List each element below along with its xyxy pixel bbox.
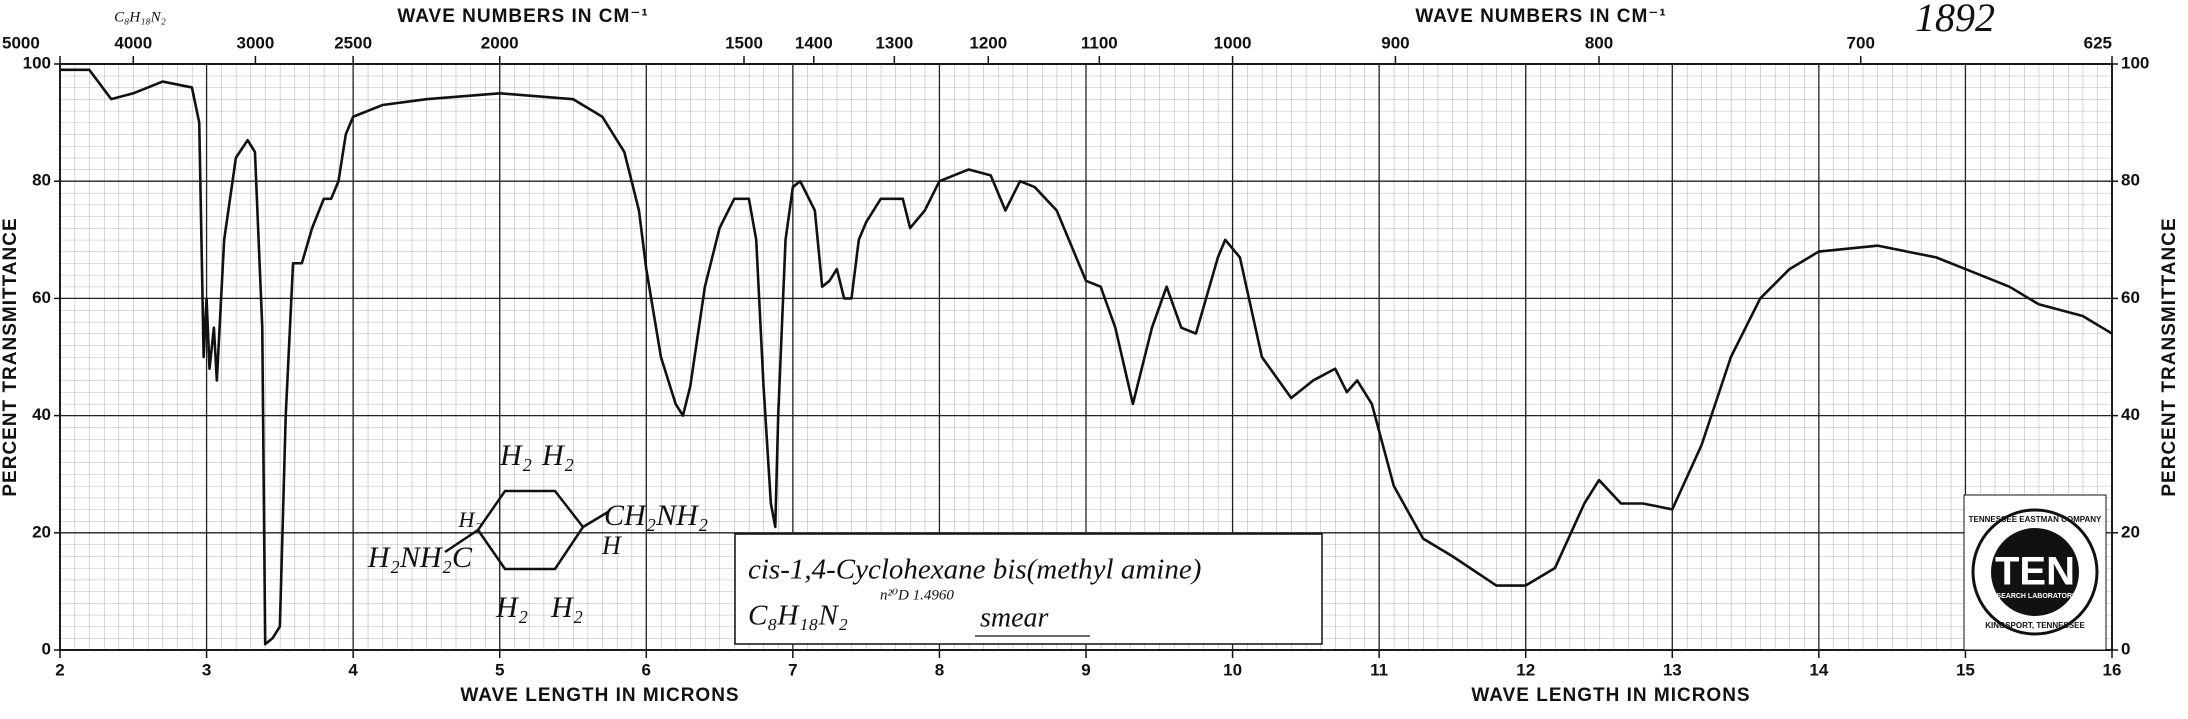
x-tick-label: 7: [788, 660, 797, 679]
structure-label: H₂: [550, 591, 583, 624]
top-tick-label: 1300: [875, 33, 913, 52]
sample-prep: smear: [980, 602, 1049, 633]
formula-top: C₈H₁₈N₂: [114, 9, 166, 25]
grid: [54, 56, 2118, 658]
y-tick-label: 20: [2121, 522, 2140, 541]
top-tick-label: 1000: [1214, 33, 1252, 52]
top-tick-label: 5000: [2, 33, 40, 52]
top-tick-label: 2000: [481, 33, 519, 52]
structure-label: H₂: [495, 591, 528, 624]
structure-label: H₂: [457, 507, 482, 532]
y-tick-label: 80: [32, 171, 51, 190]
y-tick-label: 60: [2121, 288, 2140, 307]
x-tick-label: 15: [1956, 660, 1975, 679]
x-tick-label: 2: [55, 660, 64, 679]
x-tick-label: 9: [1081, 660, 1090, 679]
label-card: [734, 533, 1323, 645]
structure-label: H₂: [499, 439, 532, 472]
y-axis-label: PERCENT TRANSMITTANCE: [0, 217, 21, 496]
y-axis-label: PERCENT TRANSMITTANCE: [2159, 217, 2180, 496]
x-axis-label: WAVE LENGTH IN MICRONS: [1471, 685, 1750, 706]
x-tick-label: 8: [935, 660, 944, 679]
refractive-index: n²⁰D 1.4960: [880, 587, 954, 603]
curve-layer: [60, 68, 2113, 646]
y-tick-label: 20: [32, 522, 51, 541]
top-tick-label: 2500: [334, 33, 372, 52]
top-tick-label: 1200: [969, 33, 1007, 52]
y-tick-label: 0: [42, 639, 51, 658]
top-tick-label: 4000: [114, 33, 152, 52]
spectrum-line: [60, 68, 2113, 646]
y-tick-label: 0: [2121, 639, 2130, 658]
x-tick-label: 6: [642, 660, 651, 679]
formula: C₈H₁₈N₂: [748, 600, 848, 632]
y-tick-label: 40: [2121, 405, 2140, 424]
x-tick-label: 11: [1370, 660, 1388, 679]
logo-mark: TEN: [1995, 550, 2075, 594]
logo: TEN TENNESSEE EASTMAN COMPANY RESEARCH L…: [1963, 494, 2107, 651]
logo-top: TENNESSEE EASTMAN COMPANY: [1969, 515, 2102, 524]
x-tick-label: 10: [1223, 660, 1242, 679]
top-tick-label: 625: [2084, 33, 2112, 52]
structure-label: CH₂NH₂: [604, 499, 708, 532]
x-axis-label: WAVE LENGTH IN MICRONS: [460, 685, 739, 706]
x-tick-label: 16: [2103, 660, 2122, 679]
top-axis-label: WAVE NUMBERS IN CM⁻¹: [1415, 6, 1666, 27]
x-tick-label: 3: [202, 660, 211, 679]
x-tick-label: 4: [348, 660, 358, 679]
top-tick-label: 800: [1585, 33, 1613, 52]
x-tick-label: 14: [1809, 660, 1828, 679]
top-axis-label: WAVE NUMBERS IN CM⁻¹: [397, 6, 648, 27]
logo-disc: [1991, 528, 2079, 616]
bond: [582, 510, 609, 529]
x-tick-label: 5: [495, 660, 504, 679]
y-tick-label: 40: [32, 405, 51, 424]
y-tick-label: 100: [2121, 53, 2149, 72]
top-tick-label: 3000: [237, 33, 275, 52]
y-tick-label: 80: [2121, 171, 2140, 190]
structure-label: H₂: [541, 439, 574, 472]
logo-middle: RESEARCH LABORATORIES: [1987, 593, 2084, 600]
structure: H₂ H₂ H₂NH₂C CH₂NH₂ H₂ H₂ H₂ H: [367, 439, 708, 624]
compound-name: cis-1,4-Cyclohexane bis(methyl amine): [748, 554, 1201, 586]
x-tick-label: 13: [1663, 660, 1682, 679]
bond: [444, 528, 479, 554]
structure-label: H₂NH₂C: [367, 541, 473, 574]
x-tick-label: 12: [1516, 660, 1535, 679]
structure-label: H: [601, 531, 622, 560]
top-tick-label: 1100: [1081, 33, 1118, 52]
y-tick-label: 60: [32, 288, 51, 307]
top-tick-label: 1500: [725, 33, 763, 52]
annotation-box: cis-1,4-Cyclohexane bis(methyl amine) C₈…: [734, 533, 1323, 645]
y-tick-label: 100: [23, 53, 51, 72]
spectrum-number: 1892: [1915, 0, 1995, 40]
top-tick-label: 900: [1381, 33, 1409, 52]
logo-bottom: KINGSPORT, TENNESSEE: [1985, 621, 2085, 630]
top-tick-label: 700: [1847, 33, 1875, 52]
top-tick-label: 1400: [795, 33, 833, 52]
